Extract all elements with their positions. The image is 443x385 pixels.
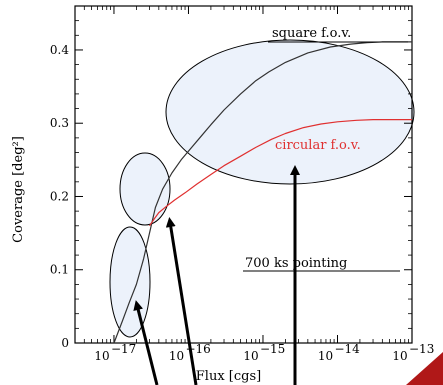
highlight-ellipse-large (165, 39, 415, 185)
y-axis-label: Coverage [deg²] (11, 136, 26, 243)
y-tick-label: 0 (61, 336, 69, 350)
y-tick-label: 0.3 (50, 116, 69, 130)
corner-decoration (406, 352, 443, 385)
highlight-ellipse-medium (119, 152, 171, 226)
plot-axes: 10 −17 10 −16 10 −15 10 −14 10 −1300.10.20.30.4Fl… (11, 5, 434, 384)
plot-frame (74, 5, 413, 344)
highlight-ellipses (109, 39, 415, 338)
arrow-to-small-ellipse (133, 300, 159, 385)
series-layer (113, 41, 412, 344)
x-tick-label: 10 (392, 349, 407, 363)
x-tick-label: 10 (169, 349, 184, 363)
circular-fov-label: circular f.o.v. (275, 138, 361, 153)
x-tick-label: 10 (318, 349, 333, 363)
highlight-ellipse-small (109, 226, 151, 338)
x-tick-label: 10 (94, 349, 109, 363)
x-tick-exponent: −14 (334, 342, 360, 356)
arrow-to-medium-ellipse (165, 217, 198, 385)
x-tick-exponent: −13 (409, 342, 434, 356)
x-axis-label: Flux [cgs] (196, 369, 261, 384)
x-tick-exponent: −17 (111, 342, 136, 356)
x-tick-exponent: −15 (260, 342, 285, 356)
series-line-circular-fov (149, 118, 412, 227)
x-tick-label: 10 (243, 349, 258, 363)
y-tick-label: 0.1 (50, 263, 69, 277)
y-tick-label: 0.4 (50, 43, 69, 57)
series-line-square-fov (113, 41, 412, 344)
square-fov-label: square f.o.v. (272, 26, 351, 41)
pointer-arrows (133, 165, 300, 385)
y-tick-label: 0.2 (50, 189, 69, 203)
